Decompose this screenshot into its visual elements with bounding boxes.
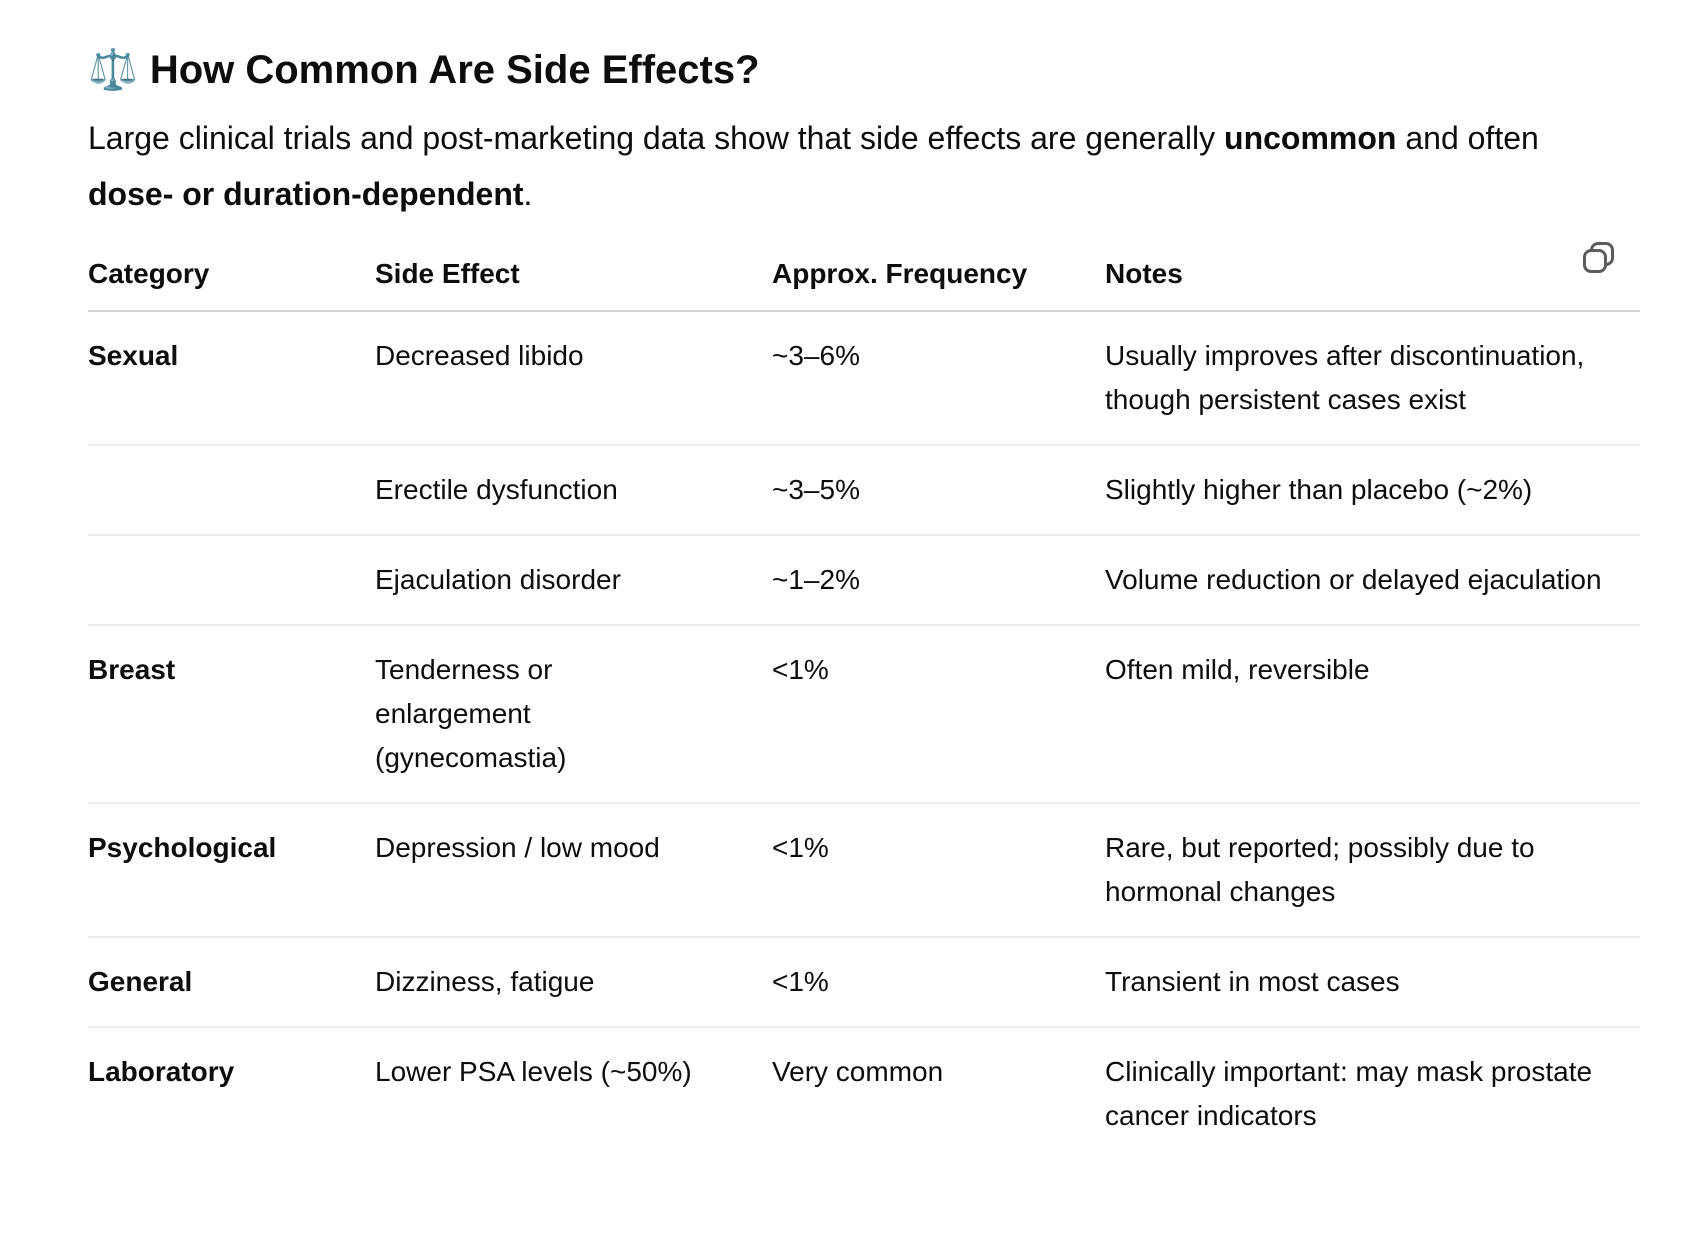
cell-frequency: Very common [772, 1056, 944, 1087]
cell-frequency: ~3–5% [772, 445, 1105, 536]
side-effects-table: Category Side Effect Approx. Frequency N… [88, 252, 1640, 1160]
cell-side-effect: Ejaculation disorder [375, 535, 772, 626]
column-header-notes: Notes [1105, 252, 1640, 312]
cell-side-effect: Dizziness, fatigue [375, 937, 772, 1028]
cell-side-effect: Decreased libido [375, 311, 772, 446]
side-effects-table-container: Category Side Effect Approx. Frequency N… [88, 242, 1640, 1160]
cell-category [88, 445, 375, 536]
cell-notes: Rare, but reported; possibly due to horm… [1105, 803, 1640, 938]
cell-category: Breast [88, 625, 375, 804]
cell-frequency: <1% [772, 937, 1105, 1028]
cell-category: Laboratory [88, 1056, 235, 1087]
copy-table-button[interactable] [1578, 238, 1618, 278]
table-header-row: Category Side Effect Approx. Frequency N… [88, 252, 1640, 312]
intro-bold-uncommon: uncommon [1224, 120, 1397, 156]
cell-notes: Usually improves after discontinuation, … [1105, 311, 1640, 446]
cell-frequency: <1% [772, 625, 1105, 804]
cell-side-effect: Tenderness or enlargement (gynecomastia) [375, 625, 772, 804]
cell-frequency: ~1–2% [772, 535, 1105, 626]
page-title: ⚖️ How Common Are Side Effects? [88, 44, 1640, 96]
cell-frequency: <1% [772, 803, 1105, 938]
intro-segment: Large clinical trials and post-marketing… [88, 120, 1225, 156]
balance-scale-emoji: ⚖️ [88, 48, 138, 92]
cell-category: General [88, 937, 375, 1028]
intro-paragraph: Large clinical trials and post-marketing… [88, 110, 1640, 222]
table-row: General Dizziness, fatigue <1% Transient… [88, 937, 1640, 1028]
intro-segment: . [523, 176, 533, 212]
cell-notes: Clinically important: may mask prostate … [1105, 1056, 1593, 1131]
cell-category [88, 535, 375, 626]
cell-notes: Often mild, reversible [1105, 625, 1640, 804]
cell-notes: Slightly higher than placebo (~2%) [1105, 445, 1640, 536]
table-row: Erectile dysfunction ~3–5% Slightly high… [88, 445, 1640, 536]
column-header-side-effect: Side Effect [375, 252, 772, 312]
page-title-text: How Common Are Side Effects? [149, 48, 760, 92]
table-row: Laboratory Lower PSA levels (~50%) Very … [88, 1027, 1640, 1160]
table-row: Ejaculation disorder ~1–2% Volume reduct… [88, 535, 1640, 626]
column-header-category: Category [88, 252, 375, 312]
table-row: Sexual Decreased libido ~3–6% Usually im… [88, 311, 1640, 446]
cell-notes: Volume reduction or delayed ejaculation [1105, 535, 1640, 626]
cell-side-effect: Lower PSA levels (~50%) [375, 1056, 692, 1087]
cell-category: Sexual [88, 311, 375, 446]
cell-category: Psychological [88, 803, 375, 938]
column-header-frequency: Approx. Frequency [772, 252, 1105, 312]
table-row: Breast Tenderness or enlargement (gyneco… [88, 625, 1640, 804]
cell-side-effect: Erectile dysfunction [375, 445, 772, 536]
content-area: ⚖️ How Common Are Side Effects? Large cli… [0, 44, 1706, 1160]
intro-segment: and often [1396, 120, 1539, 156]
copy-icon [1578, 242, 1618, 281]
cell-side-effect: Depression / low mood [375, 803, 772, 938]
cell-frequency: ~3–6% [772, 311, 1105, 446]
cell-notes: Transient in most cases [1105, 937, 1640, 1028]
intro-bold-dose-duration: dose- or duration-dependent [88, 176, 524, 212]
table-row: Psychological Depression / low mood <1% … [88, 803, 1640, 938]
